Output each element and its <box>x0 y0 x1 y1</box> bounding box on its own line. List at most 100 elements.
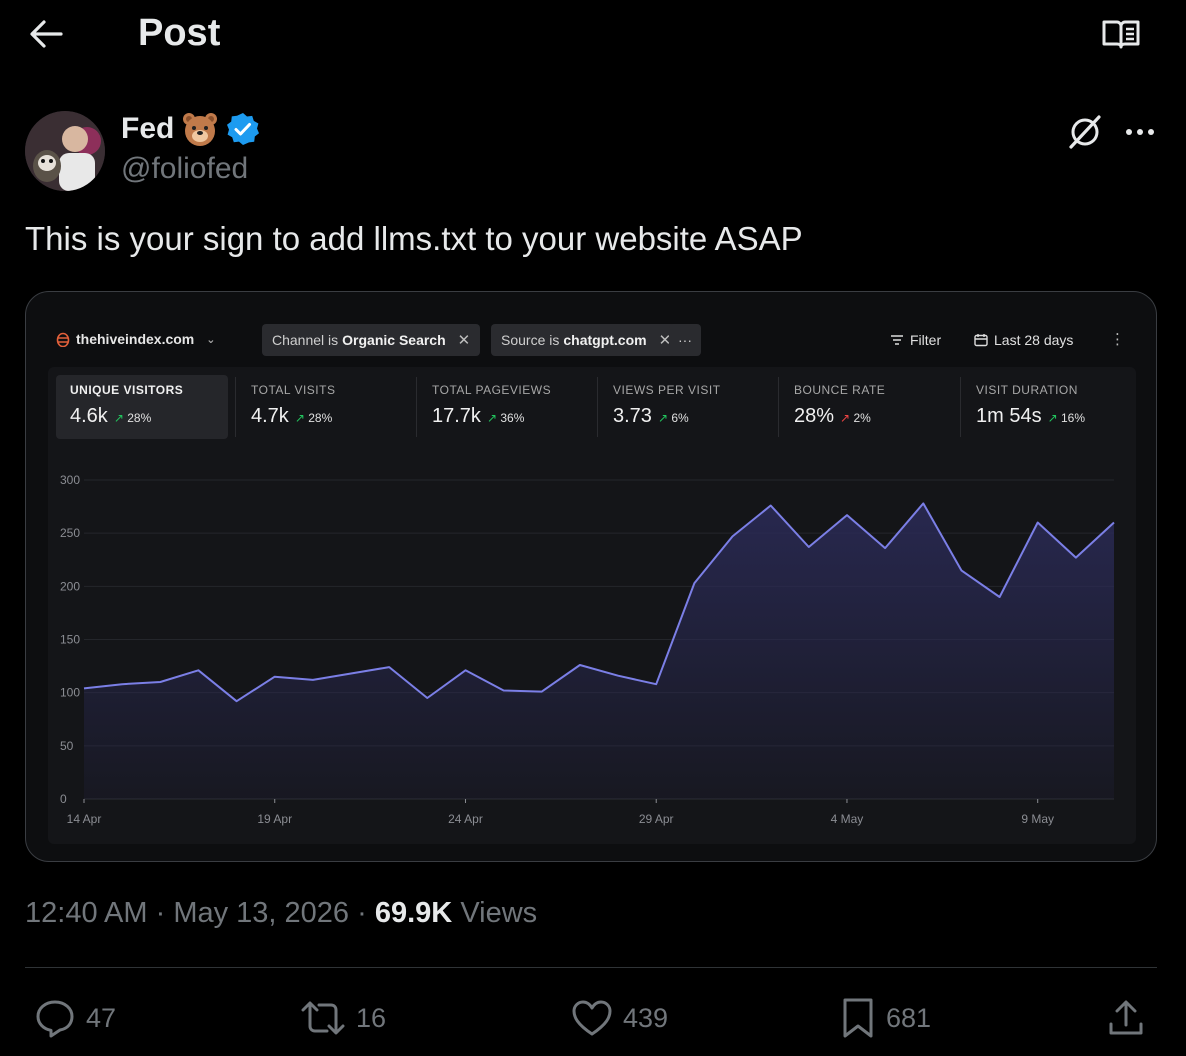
metric-label: BOUNCE RATE <box>794 383 886 397</box>
bookmark-icon <box>843 998 873 1038</box>
author-handle[interactable]: @foliofed <box>121 152 249 185</box>
data-point <box>769 504 772 507</box>
more-filters-button: ··· <box>669 324 701 356</box>
verified-badge-icon[interactable] <box>226 112 260 146</box>
reader-mode-button[interactable] <box>1098 14 1144 54</box>
date-range-button: Last 28 days <box>974 332 1073 348</box>
metric-value-row: 1m 54s ↗ 16% <box>976 405 1120 428</box>
share-icon <box>1109 1000 1143 1035</box>
chip-prefix: Channel is <box>272 332 339 348</box>
post-time[interactable]: 12:40 AM <box>25 897 148 929</box>
reply-count: 47 <box>86 1002 117 1033</box>
x-tick-label: 29 Apr <box>639 812 674 826</box>
site-selector: thehiveindex.com ⌄ <box>56 331 215 347</box>
y-tick-label: 50 <box>60 739 74 753</box>
author-name-row[interactable]: Fed <box>121 111 260 147</box>
more-horizontal-icon <box>1126 129 1154 135</box>
data-point <box>693 582 696 585</box>
data-point <box>884 547 887 550</box>
metric-card: TOTAL VISITS 4.7k ↗ 28% <box>235 375 409 439</box>
post-date[interactable]: May 13, 2026 <box>173 897 350 929</box>
chip-value: Organic Search <box>342 332 446 348</box>
arrow-left-icon <box>30 20 63 48</box>
like-count: 439 <box>623 1002 669 1033</box>
data-point <box>731 535 734 538</box>
post-media-image[interactable]: thehiveindex.com ⌄ Channel is Organic Se… <box>25 291 1157 862</box>
views-count: 69.9K <box>374 897 453 929</box>
separator-dot: · <box>357 897 367 929</box>
close-icon: ✕ <box>457 332 471 349</box>
metric-label: VISIT DURATION <box>976 383 1078 397</box>
author-name[interactable]: Fed <box>121 112 175 145</box>
grok-button[interactable] <box>1063 110 1107 154</box>
trend-up-icon: ↗ <box>294 411 305 425</box>
share-button[interactable] <box>1106 990 1146 1046</box>
metric-value: 4.6k <box>70 405 108 427</box>
more-options-button[interactable] <box>1118 110 1162 154</box>
bookmark-button[interactable]: 681 <box>840 990 931 1046</box>
separator-dot: · <box>155 897 166 929</box>
metric-card: UNIQUE VISITORS 4.6k ↗ 28% <box>56 375 228 439</box>
avatar[interactable] <box>25 111 105 191</box>
data-point <box>845 514 848 517</box>
dashboard-toolbar: thehiveindex.com ⌄ Channel is Organic Se… <box>50 324 1136 356</box>
y-tick-label: 300 <box>60 473 80 487</box>
metric-change: ↗ 2% <box>840 411 871 425</box>
chevron-down-icon: ⌄ <box>206 333 216 346</box>
views-label: Views <box>460 897 538 929</box>
data-point <box>502 689 505 692</box>
reply-button[interactable]: 47 <box>34 990 116 1046</box>
trend-up-icon: ↗ <box>657 411 668 425</box>
metric-change-value: 28% <box>308 411 333 425</box>
metric-change: ↗ 28% <box>295 411 332 425</box>
metric-value: 4.7k <box>251 405 289 427</box>
close-icon: ✕ <box>658 332 672 349</box>
y-tick-label: 0 <box>60 792 67 806</box>
trend-up-icon: ↗ <box>113 411 124 425</box>
metric-separator <box>778 377 779 437</box>
data-point <box>1036 521 1039 524</box>
metric-value: 3.73 <box>613 405 652 427</box>
metric-label: TOTAL PAGEVIEWS <box>432 383 552 397</box>
filter-chip-channel: Channel is Organic Search ✕ <box>262 324 481 356</box>
repost-button[interactable]: 16 <box>300 990 386 1046</box>
visitors-area-chart: 0 50 100 150 200 250 300 14 Apr 19 Apr 24 Apr 29 A… <box>60 473 1116 826</box>
metric-separator <box>416 377 417 437</box>
metric-card: TOTAL PAGEVIEWS 17.7k ↗ 36% <box>416 375 590 439</box>
divider <box>25 967 1157 968</box>
data-point <box>807 545 810 548</box>
data-point <box>121 683 124 686</box>
metric-change: ↗ 28% <box>114 411 151 425</box>
trend-up-icon: ↗ <box>1047 411 1058 425</box>
metric-value: 1m 54s <box>976 405 1042 427</box>
metric-value-row: 3.73 ↗ 6% <box>613 405 757 428</box>
metric-value-row: 17.7k ↗ 36% <box>432 405 576 428</box>
metric-change-value: 6% <box>671 411 689 425</box>
bee-logo-icon <box>56 332 70 347</box>
bookmark-count: 681 <box>886 1002 932 1033</box>
data-point <box>350 672 353 675</box>
data-point <box>1113 521 1116 524</box>
data-point <box>922 502 925 505</box>
site-name: thehiveindex.com <box>76 331 195 347</box>
metric-change: ↗ 36% <box>487 411 524 425</box>
metric-change-value: 36% <box>500 411 525 425</box>
post-text: This is your sign to add llms.txt to you… <box>25 220 803 257</box>
like-button[interactable]: 439 <box>571 990 668 1046</box>
x-tick-label: 14 Apr <box>67 812 102 826</box>
back-button[interactable] <box>26 16 66 52</box>
metric-card: VISIT DURATION 1m 54s ↗ 16% <box>960 375 1134 439</box>
y-tick-label: 150 <box>60 633 80 647</box>
chip-value: chatgpt.com <box>563 332 647 348</box>
data-point <box>998 595 1001 598</box>
repost-count: 16 <box>356 1002 387 1033</box>
metric-change-value: 16% <box>1061 411 1086 425</box>
x-tick-label: 24 Apr <box>448 812 483 826</box>
y-tick-label: 250 <box>60 526 80 540</box>
metric-change-value: 28% <box>127 411 152 425</box>
filter-label: Filter <box>910 332 942 348</box>
filter-icon <box>891 335 903 345</box>
book-open-icon <box>1102 20 1140 49</box>
analytics-panel: UNIQUE VISITORS 4.6k ↗ 28% TOTAL VISITS 4.7k… <box>48 367 1136 844</box>
metric-label: TOTAL VISITS <box>251 383 336 397</box>
